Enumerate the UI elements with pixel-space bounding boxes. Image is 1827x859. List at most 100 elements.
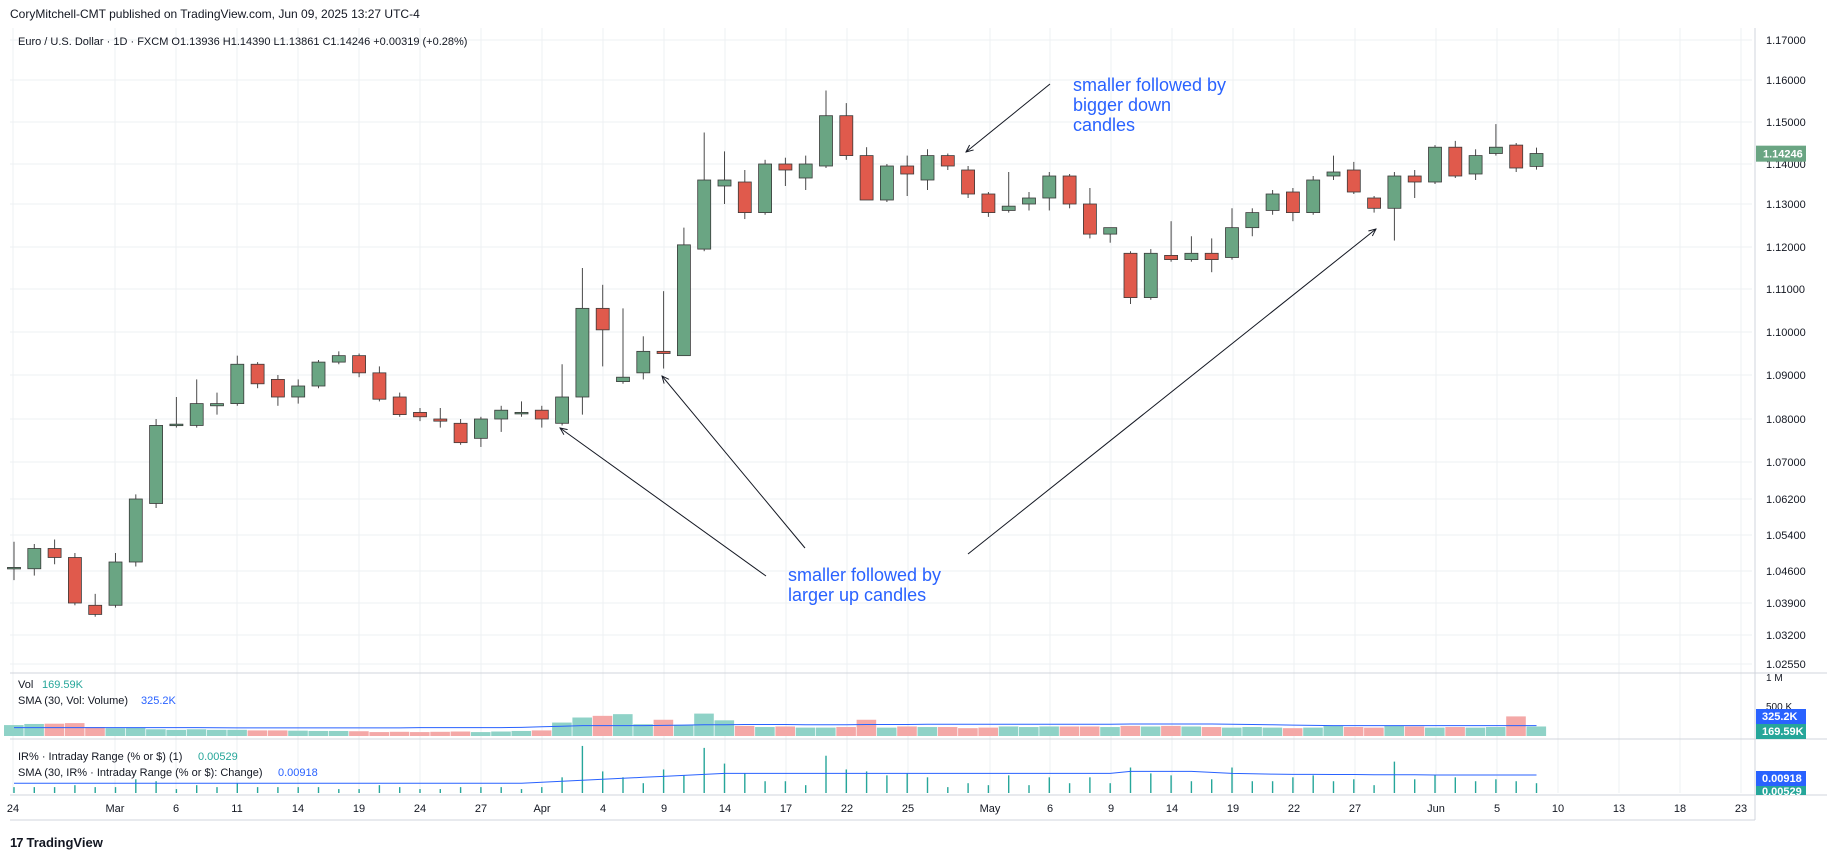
candle-body [1265, 193, 1280, 211]
ir-sma-tag: 0.00918 [1762, 773, 1802, 785]
candle-body [961, 169, 975, 195]
candle-body [839, 115, 854, 156]
candle-body [1346, 169, 1361, 193]
candle-body [169, 423, 184, 427]
candle-body [514, 411, 529, 415]
annotation-text: smaller followed by [1073, 75, 1226, 95]
annotation-arrow [662, 376, 806, 549]
y-tick-label: 1.14000 [1766, 159, 1806, 171]
volume-bar [1222, 727, 1242, 736]
x-tick-label: 23 [1735, 803, 1747, 815]
volume-bar [795, 727, 816, 736]
volume-bar [1161, 725, 1181, 736]
volume-bar [1425, 727, 1445, 736]
candle-body [1306, 179, 1321, 213]
candle-body [575, 307, 590, 398]
candle-body [1367, 197, 1381, 209]
candle-body [352, 355, 367, 374]
volume-bar [1384, 725, 1404, 736]
price-tag-bg [1756, 145, 1806, 162]
candle-body [250, 363, 265, 385]
volume-bar [125, 727, 146, 736]
candle-body [1062, 175, 1077, 205]
volume-bar [998, 726, 1019, 736]
ir-legend-value: 0.00529 [198, 751, 238, 763]
tradingview-logo-text: TradingView [26, 835, 103, 850]
candle-body [1143, 252, 1158, 299]
candle-body [473, 418, 488, 439]
candle-body [1428, 146, 1442, 183]
volume-bar [288, 730, 308, 736]
candle-body [291, 385, 306, 398]
symbol-legend: Euro / U.S. Dollar · 1D · FXCM O1.13936 … [18, 36, 467, 48]
candle-body [230, 363, 245, 404]
y-tick-label: 1.03200 [1766, 630, 1806, 642]
volume-bar [1140, 726, 1161, 736]
volume-bar [1181, 726, 1201, 736]
candle-body [128, 498, 143, 563]
ir-legend-label: IR% · Intraday Range (% or $) (1) [18, 751, 182, 763]
candle-body [494, 409, 509, 420]
y-tick-label: 1.16000 [1766, 75, 1806, 87]
annotation-text: bigger down [1073, 95, 1171, 115]
y-tick-label: 1.09000 [1766, 370, 1806, 382]
y-tick-label: 1.02550 [1766, 659, 1806, 671]
volume-bar [146, 729, 166, 736]
x-tick-label: 14 [1166, 803, 1178, 815]
ir-tag: 0.00529 [1762, 786, 1802, 798]
candle-body [1001, 205, 1016, 211]
volume-layer [4, 713, 1547, 736]
vol-sma-legend-value: 325.2K [141, 695, 177, 707]
candle-body [534, 409, 549, 420]
volume-bar [937, 727, 958, 736]
y-tick-label: 1.11000 [1766, 284, 1805, 296]
x-tick-label: 13 [1613, 803, 1625, 815]
candle-body [149, 425, 164, 504]
candle-body [677, 244, 691, 357]
volume-bar [1526, 726, 1547, 736]
ir-sma-tag-bg [1756, 771, 1806, 786]
y-tick-label: 1.03900 [1766, 598, 1806, 610]
candle-body [900, 165, 915, 175]
candle-body [555, 396, 569, 424]
candle-body [737, 181, 752, 214]
y-axis: 1.17000 1.16000 1.15000 1.14000 1.13000 1.120… [1756, 35, 1806, 798]
candle-body [656, 350, 671, 354]
candle-body [27, 548, 42, 570]
candle-body [1225, 227, 1239, 258]
volume-bar [613, 714, 633, 736]
candle-body [1448, 146, 1463, 177]
candle-body [1164, 254, 1178, 260]
volume-bar [430, 731, 450, 736]
candle-body [1022, 197, 1036, 205]
candle-body [1407, 175, 1422, 183]
candle-body [778, 163, 793, 171]
y-tick-label: 1.15000 [1766, 117, 1806, 129]
candle-body [1245, 212, 1260, 229]
y-tick-label: 1.05400 [1766, 530, 1806, 542]
candle-body [940, 155, 955, 167]
volume-bar [105, 728, 126, 736]
x-tick-label: 9 [1108, 803, 1114, 815]
y-tick-label: 1.08000 [1766, 414, 1806, 426]
volume-bar [1364, 727, 1384, 736]
x-tick-label: 9 [661, 803, 667, 815]
tradingview-logo[interactable]: 17 TradingView [10, 835, 103, 850]
y-tick-label: 1.13000 [1766, 199, 1806, 211]
x-tick-label: 14 [292, 803, 304, 815]
candle-body [697, 179, 712, 250]
candle-body [798, 163, 813, 179]
grid [10, 28, 1752, 793]
x-tick-label: 24 [7, 803, 19, 815]
x-tick-label: 24 [414, 803, 426, 815]
volume-bar [734, 725, 755, 736]
ir-sma-legend-value: 0.00918 [278, 767, 318, 779]
candle-body [108, 561, 123, 606]
volume-bar [369, 732, 389, 736]
volume-bar [247, 730, 268, 736]
x-tick-label: 19 [1227, 803, 1239, 815]
annotation-text: smaller followed by [788, 565, 941, 585]
candle-body [433, 418, 448, 422]
candle-body [819, 115, 833, 167]
